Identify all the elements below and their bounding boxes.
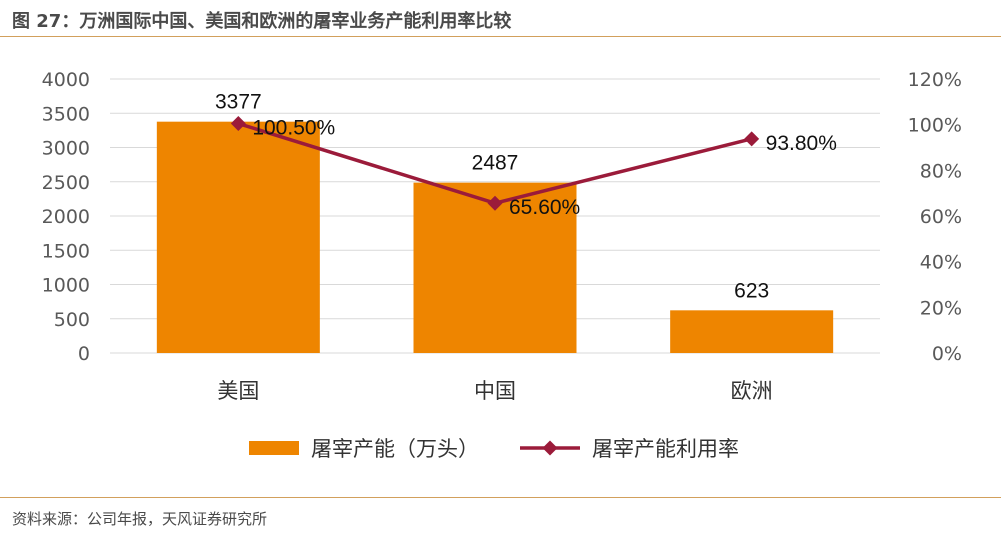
bar-value-label: 2487 bbox=[472, 152, 519, 175]
bar-value-label: 3377 bbox=[215, 91, 262, 114]
bar-value-label: 623 bbox=[734, 279, 769, 302]
category-label: 中国 bbox=[474, 379, 516, 403]
title-rule bbox=[0, 36, 1001, 37]
bar bbox=[413, 182, 577, 353]
right-axis-ticks: 0% 20% 40% 60% 80% 100% 120% bbox=[908, 69, 962, 365]
figure-title: 图 27：万洲国际中国、美国和欧洲的屠宰业务产能利用率比较 bbox=[12, 11, 512, 32]
right-tick-label: 60% bbox=[920, 206, 962, 228]
bar bbox=[156, 121, 320, 353]
data-labels: 3377 2487 623 100.50% 65.60% 93.80% bbox=[215, 91, 837, 303]
line-value-label: 100.50% bbox=[252, 117, 335, 140]
source-note: 资料来源：公司年报，天风证券研究所 bbox=[12, 510, 268, 528]
left-tick-label: 1000 bbox=[42, 275, 90, 297]
category-label: 美国 bbox=[217, 379, 259, 403]
line-marker bbox=[744, 131, 760, 147]
left-tick-label: 1500 bbox=[42, 240, 90, 262]
line-marker bbox=[487, 195, 503, 211]
right-tick-label: 40% bbox=[920, 252, 962, 274]
bar-series bbox=[156, 121, 834, 353]
left-tick-label: 4000 bbox=[42, 69, 90, 91]
right-tick-label: 20% bbox=[920, 297, 962, 319]
left-tick-label: 2500 bbox=[42, 172, 90, 194]
bar bbox=[670, 310, 834, 353]
category-axis: 美国 中国 欧洲 bbox=[217, 379, 772, 403]
right-tick-label: 100% bbox=[908, 115, 962, 137]
legend-line-label: 屠宰产能利用率 bbox=[592, 437, 739, 461]
legend-line-marker bbox=[542, 440, 558, 456]
legend-bar-swatch bbox=[249, 441, 299, 455]
left-tick-label: 0 bbox=[78, 343, 90, 365]
category-label: 欧洲 bbox=[731, 379, 773, 403]
right-tick-label: 120% bbox=[908, 69, 962, 91]
line-value-label: 93.80% bbox=[766, 132, 837, 155]
line-series bbox=[230, 116, 760, 211]
line-value-label: 65.60% bbox=[509, 196, 580, 219]
left-tick-label: 500 bbox=[54, 309, 90, 331]
right-tick-label: 0% bbox=[932, 343, 962, 365]
legend: 屠宰产能（万头） 屠宰产能利用率 bbox=[249, 437, 739, 461]
left-tick-label: 2000 bbox=[42, 206, 90, 228]
legend-bar-label: 屠宰产能（万头） bbox=[311, 437, 479, 461]
right-tick-label: 80% bbox=[920, 160, 962, 182]
left-axis-ticks: 0 500 1000 1500 2000 2500 3000 3500 4000 bbox=[42, 69, 90, 365]
source-rule bbox=[0, 497, 1001, 498]
left-tick-label: 3500 bbox=[42, 103, 90, 125]
left-tick-label: 3000 bbox=[42, 138, 90, 160]
line-marker bbox=[230, 116, 246, 132]
